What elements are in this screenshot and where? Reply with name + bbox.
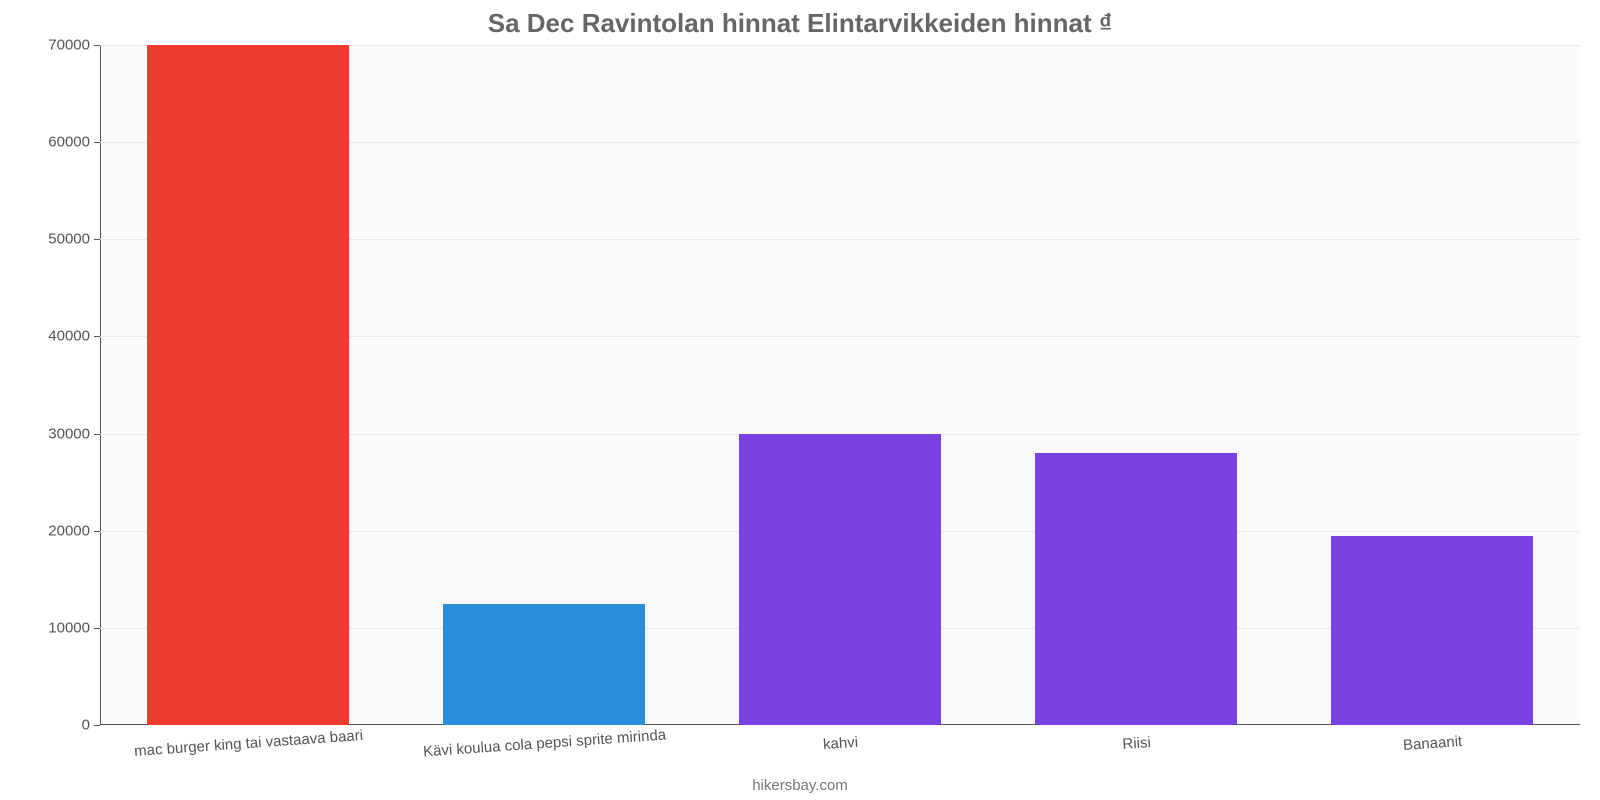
y-tick-label: 60000 (48, 134, 90, 151)
category-label: Riisi (1122, 734, 1151, 753)
y-tick (94, 239, 100, 240)
category-label: Banaanit (1402, 733, 1462, 754)
y-tick-label: 30000 (48, 425, 90, 442)
chart-title: Sa Dec Ravintolan hinnat Elintarvikkeide… (0, 0, 1600, 39)
bar (1331, 536, 1532, 725)
plot-area: 010000200003000040000500006000070000₫70K… (100, 45, 1580, 725)
y-axis (100, 45, 101, 725)
y-tick-label: 50000 (48, 231, 90, 248)
y-tick (94, 142, 100, 143)
y-tick (94, 336, 100, 337)
category-label: Kävi koulua cola pepsi sprite mirinda (423, 727, 667, 761)
y-tick (94, 628, 100, 629)
y-tick-label: 20000 (48, 522, 90, 539)
y-tick (94, 45, 100, 46)
bar (443, 604, 644, 725)
y-tick (94, 531, 100, 532)
category-label: kahvi (823, 734, 859, 753)
bar (739, 434, 940, 725)
category-label: mac burger king tai vastaava baari (134, 727, 364, 760)
chart-footer: hikersbay.com (0, 777, 1600, 794)
bar (1035, 453, 1236, 725)
y-tick-label: 10000 (48, 619, 90, 636)
y-tick (94, 434, 100, 435)
y-tick-label: 70000 (48, 37, 90, 54)
y-tick (94, 725, 100, 726)
chart-area: 010000200003000040000500006000070000₫70K… (100, 45, 1580, 725)
y-tick-label: 0 (82, 717, 90, 734)
bar (147, 45, 348, 725)
y-tick-label: 40000 (48, 328, 90, 345)
